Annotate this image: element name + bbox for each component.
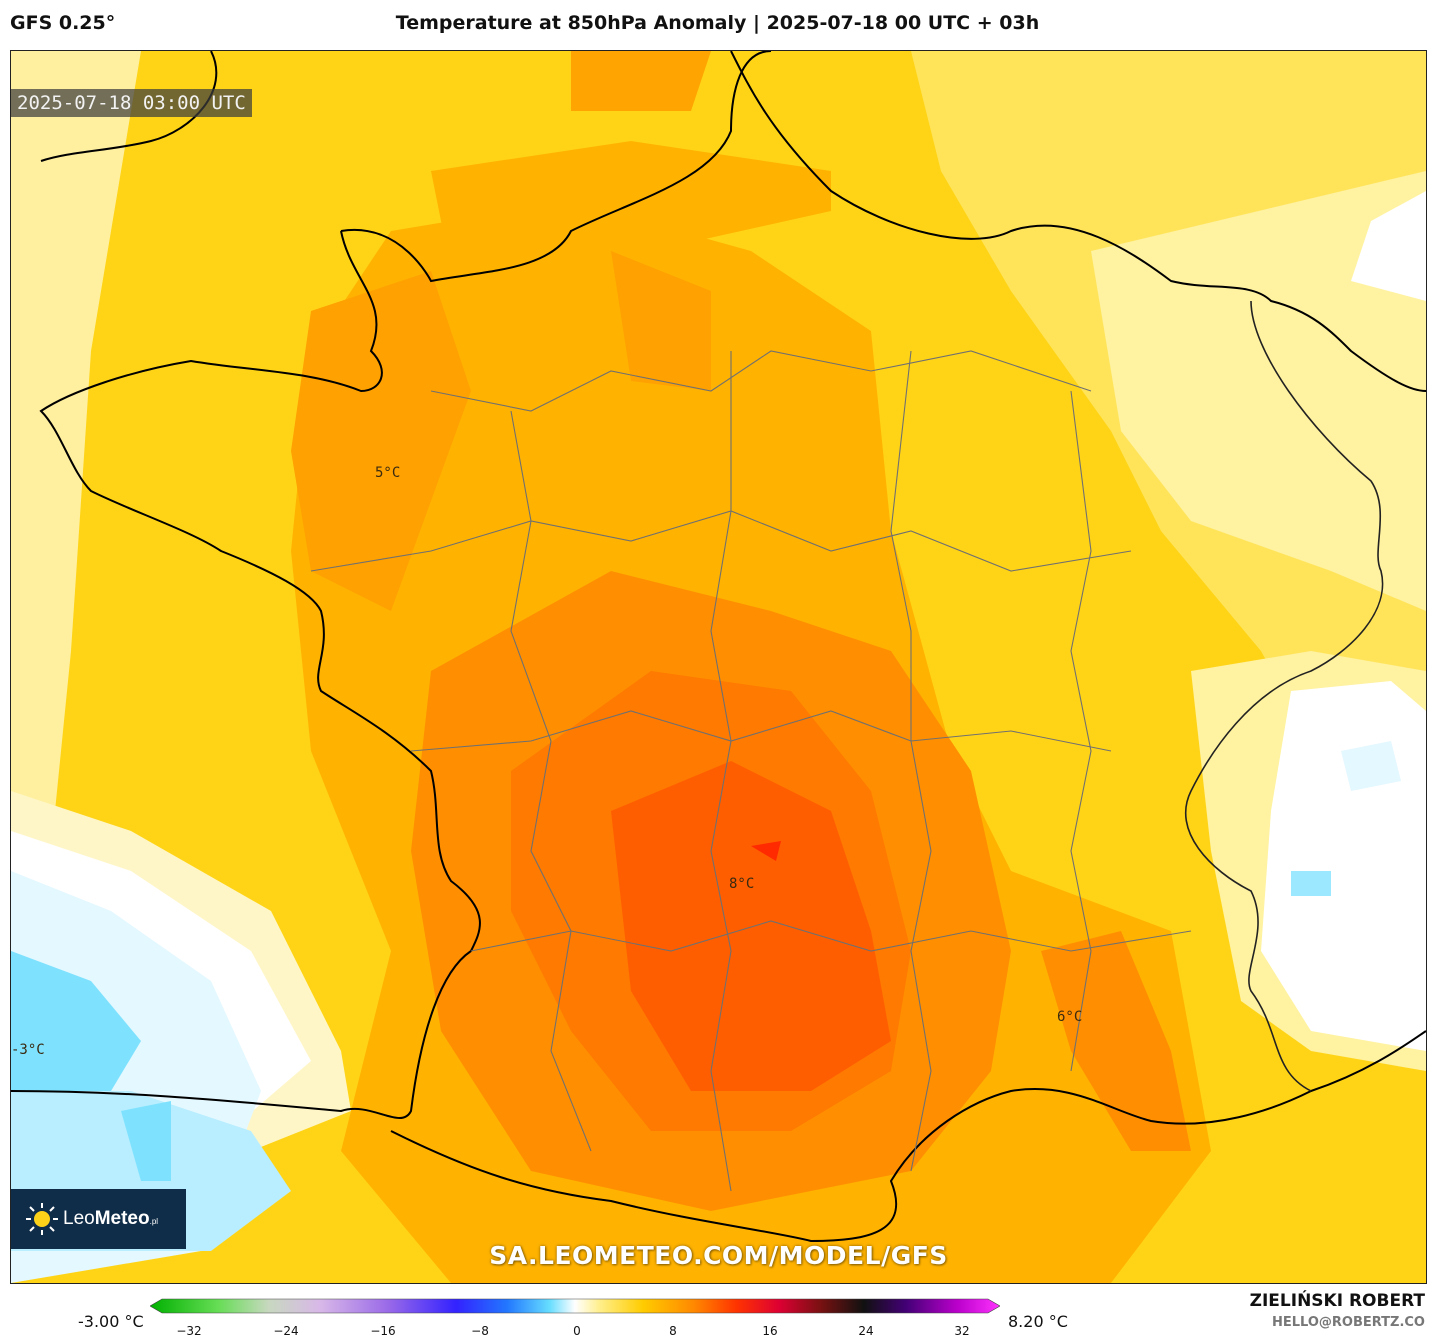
logo-text: LeoMeteo.pl bbox=[63, 1208, 159, 1229]
colorbar-tick: 16 bbox=[762, 1324, 778, 1338]
contour-label: 6°C bbox=[1057, 1009, 1083, 1025]
valid-time-stamp: 2025-07-18 03:00 UTC bbox=[11, 89, 252, 117]
contour-label: 5°C bbox=[375, 465, 401, 481]
colorbar-tick: −16 bbox=[370, 1324, 396, 1338]
chart-title: Temperature at 850hPa Anomaly | 2025-07-… bbox=[395, 12, 1040, 34]
colorbar-tick: −32 bbox=[176, 1324, 202, 1338]
colorbar-tick: 24 bbox=[858, 1324, 874, 1338]
model-name: GFS 0.25° bbox=[10, 12, 116, 34]
colorbar bbox=[150, 1298, 1000, 1314]
colorbar-tick: 0 bbox=[573, 1324, 581, 1338]
anomaly-map: 2025-07-18 03:00 UTC 5°C 8°C 6°C -3°C Le… bbox=[10, 50, 1427, 1284]
leometeo-logo: LeoMeteo.pl bbox=[11, 1189, 186, 1249]
colorbar-tick: −24 bbox=[273, 1324, 299, 1338]
colorbar-tick: −8 bbox=[471, 1324, 489, 1338]
author-email: HELLO@ROBERTZ.CO bbox=[1271, 1315, 1425, 1330]
sun-icon bbox=[25, 1202, 59, 1236]
source-watermark: SA.LEOMETEO.COM/MODEL/GFS bbox=[489, 1241, 948, 1270]
contour-label: -3°C bbox=[11, 1042, 45, 1058]
scale-max-label: 8.20 °C bbox=[1008, 1312, 1068, 1331]
contour-label: 8°C bbox=[729, 876, 755, 892]
scale-min-label: -3.00 °C bbox=[78, 1312, 144, 1331]
colorbar-tick: 8 bbox=[669, 1324, 677, 1338]
author-name: ZIELIŃSKI ROBERT bbox=[1249, 1291, 1425, 1311]
colorbar-tick: 32 bbox=[954, 1324, 970, 1338]
map-layers bbox=[11, 51, 1426, 1283]
